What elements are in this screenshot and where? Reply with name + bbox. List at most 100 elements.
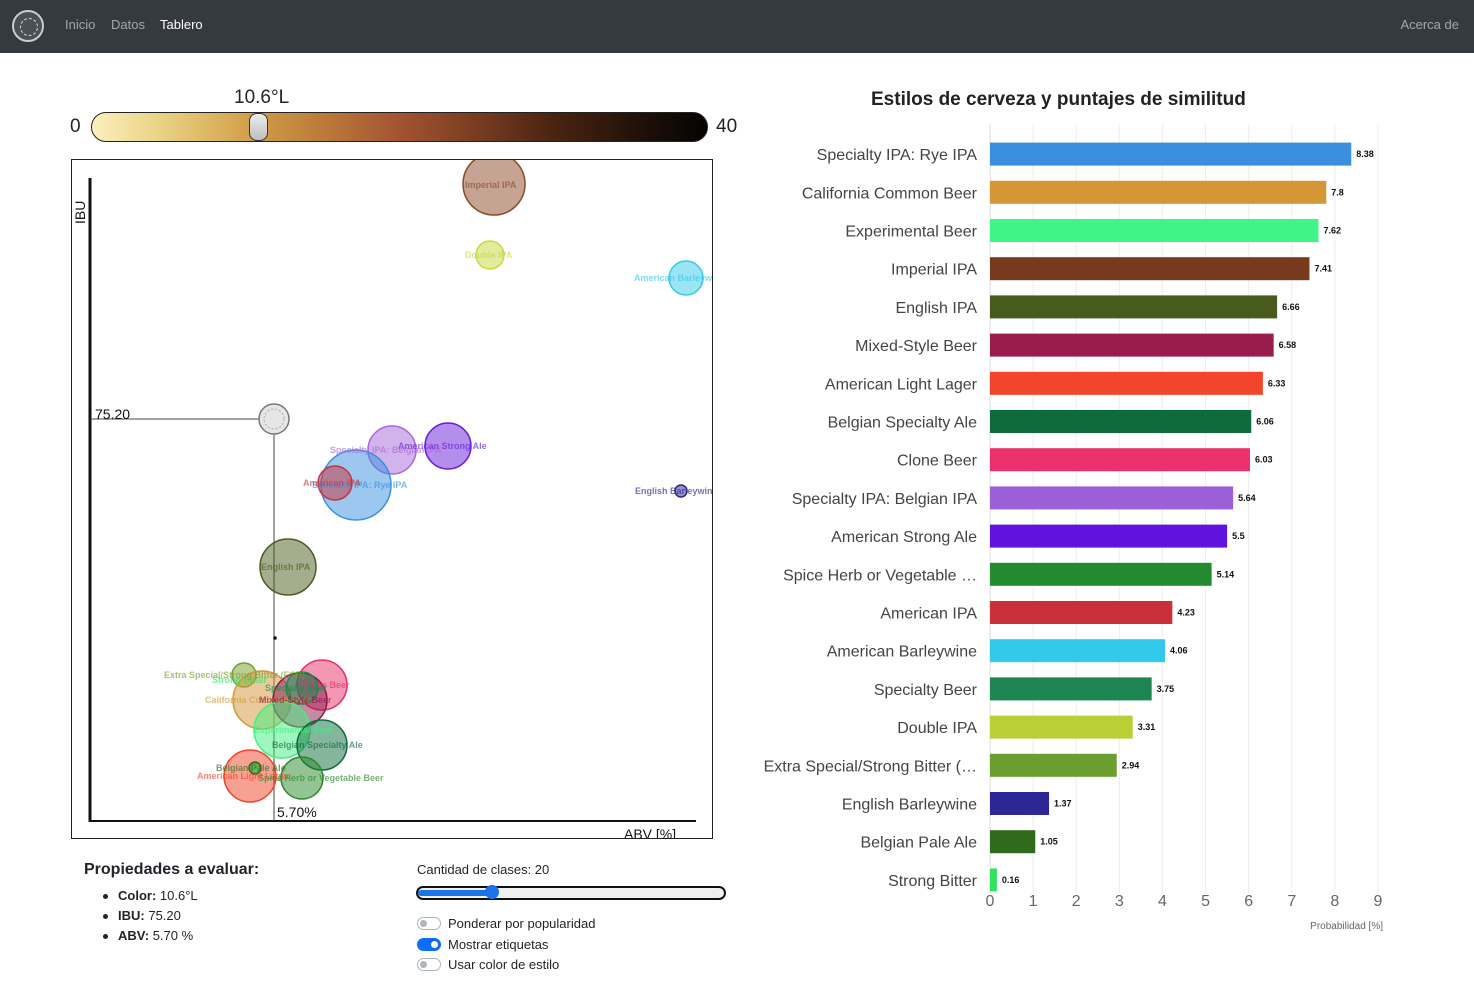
bar-8[interactable] [990,410,1252,433]
bar-17[interactable] [990,753,1117,777]
bar-6[interactable] [990,333,1274,357]
bar-4[interactable] [990,257,1310,281]
bar-value-label: 1.37 [1054,799,1072,809]
bar-category-label: Specialty Beer [874,682,978,699]
bar-category-label: Imperial IPA [891,262,977,279]
nav-datos[interactable]: Datos [111,17,145,32]
color-slider-thumb[interactable] [249,113,269,141]
show-labels-toggle[interactable] [417,937,441,951]
toggle-knob [420,919,427,927]
bar-x-tick-label: 8 [1330,893,1339,910]
bar-1[interactable] [990,142,1352,166]
bar-category-label: English IPA [895,300,977,317]
property-color-value: 10.6°L [159,888,198,903]
nav-tablero[interactable]: Tablero [160,17,203,32]
bubble-label: American IPA [303,478,361,488]
property-color: Color: 10.6°L [100,888,198,908]
nav-inicio[interactable]: Inicio [65,17,96,32]
scatter-plot[interactable]: IBU ABV [%] 75.20 5.70% Imperial IPA Doub… [71,159,713,839]
classes-range-thumb[interactable] [485,885,500,899]
bar-3[interactable] [990,219,1319,242]
bubble-american-strong-ale[interactable] [424,422,472,470]
popularity-toggle[interactable] [417,916,441,930]
properties-title: Propiedades a evaluar: [84,861,260,878]
bubble-label: English IPA [261,562,311,572]
bar-15[interactable] [990,677,1152,701]
bar-19[interactable] [990,830,1036,854]
bar-12[interactable] [990,562,1212,586]
bar-category-label: English Barleywine [842,797,977,814]
bar-13[interactable] [990,601,1173,624]
bar-value-label: 5.14 [1217,569,1235,579]
toggle-knob [431,940,438,948]
bar-9[interactable] [990,448,1250,472]
bar-7[interactable] [990,371,1263,395]
bubble-american-barleywine[interactable] [668,260,704,296]
bar-value-label: 6.06 [1256,417,1274,427]
bar-5[interactable] [990,295,1278,319]
bubble-label: Specialty IPA: Rye IPA [312,480,408,490]
property-abv-value: 5.70 % [152,928,194,943]
guide-dot [273,636,277,640]
bar-x-tick-label: 0 [986,893,995,910]
brand-logo[interactable] [12,10,44,42]
property-abv: ABV: 5.70 % [100,928,198,948]
y-axis-label: IBU [72,201,88,224]
bubble-imperial-ipa[interactable] [462,160,526,216]
bubble-label: Extra Special/Strong Bitter (ESB) [164,670,305,680]
bubble-spice-herb-or-vegetable-beer[interactable] [280,756,324,800]
target-marker-ring [263,408,285,430]
ibu-target-label: 75.20 [95,406,130,422]
bar-value-label: 1.05 [1040,837,1058,847]
bar-category-label: American IPA [880,606,977,623]
bar-18[interactable] [990,792,1050,815]
bar-10[interactable] [990,486,1234,510]
bubble-label: Clone Beer [302,680,350,690]
classes-count-label: Cantidad de clases: 20 [417,862,550,877]
switch-row-style-color[interactable]: Usar color de estilo [417,955,559,973]
bar-2[interactable] [990,180,1327,204]
bar-11[interactable] [990,524,1228,548]
style-color-toggle[interactable] [417,957,441,971]
style-color-toggle-label[interactable]: Usar color de estilo [448,956,560,972]
switch-row-popularity[interactable]: Ponderar por popularidad [417,914,595,932]
bubble-english-barleywine[interactable] [674,484,688,498]
bubble-specialty-beer[interactable] [285,671,319,705]
bar-value-label: 5.64 [1238,493,1256,503]
show-labels-toggle-label[interactable]: Mostrar etiquetas [448,936,549,952]
bar-value-label: 6.58 [1279,340,1297,350]
bar-category-label: California Common Beer [802,185,978,202]
bar-x-tick-label: 1 [1029,893,1038,910]
bar-category-label: Strong Bitter [888,873,978,890]
bar-x-tick-label: 6 [1244,893,1253,910]
navbar: Inicio Datos Tablero Acerca de [0,0,1474,53]
x-axis-label: ABV [%] [624,826,676,839]
bar-value-label: 6.33 [1268,378,1286,388]
bar-14[interactable] [990,639,1166,663]
bar-value-label: 7.8 [1331,187,1344,197]
bubble-strong-bitter[interactable] [251,764,259,772]
bubble-label: English Barleywine [635,486,713,496]
bar-value-label: 0.16 [1002,875,1020,885]
bubble-english-ipa[interactable] [259,538,317,596]
switch-row-labels[interactable]: Mostrar etiquetas [417,935,548,953]
properties-list: Color: 10.6°L IBU: 75.20 ABV: 5.70 % [100,888,198,948]
bubble-label: Imperial IPA [465,180,517,190]
nav-acerca-de[interactable]: Acerca de [1400,17,1459,32]
bar-x-tick-label: 3 [1115,893,1124,910]
color-slider-track[interactable] [91,112,708,142]
bar-category-label: Extra Special/Strong Bitter (… [764,758,977,775]
bubble-american-ipa[interactable] [317,465,353,501]
property-abv-key: ABV: [118,928,150,943]
bubble-american-light-lager[interactable] [223,749,277,803]
popularity-toggle-label[interactable]: Ponderar por popularidad [448,915,596,931]
bubble-double-ipa[interactable] [475,240,505,270]
bar-value-label: 4.06 [1170,646,1188,656]
bar-category-label: Belgian Pale Ale [860,835,977,852]
bar-20[interactable] [990,868,997,892]
color-value-label: 10.6°L [234,87,290,108]
bar-value-label: 8.38 [1356,149,1374,159]
bar-16[interactable] [990,715,1133,739]
bar-x-tick-label: 7 [1287,893,1296,910]
target-beer-marker[interactable] [258,403,290,435]
